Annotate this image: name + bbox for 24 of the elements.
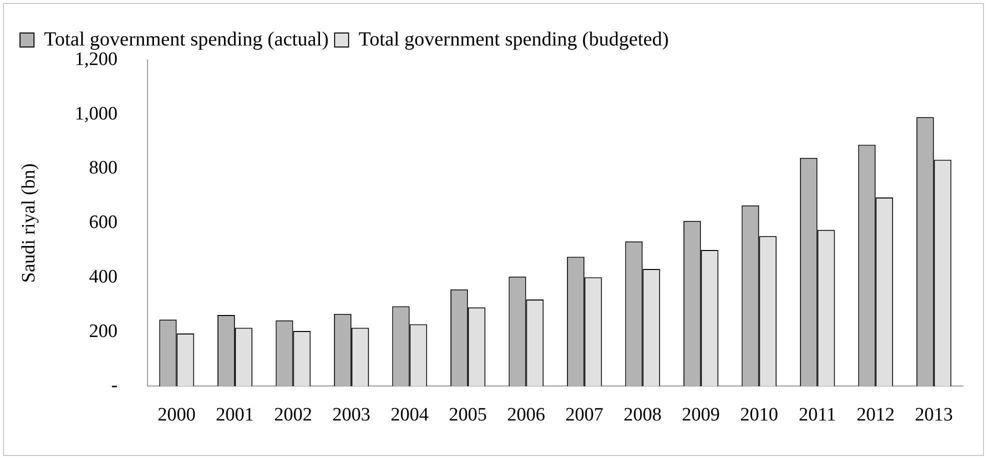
- x-tick-label: 2010: [740, 404, 778, 426]
- legend-label: Total government spending (budgeted): [358, 28, 669, 50]
- legend-label: Total government spending (actual): [44, 28, 329, 50]
- y-tick-label: 1,000: [74, 103, 118, 124]
- y-tick-label: 200: [89, 320, 118, 342]
- y-axis-title: Saudi riyal (bn): [18, 163, 40, 283]
- y-tick-label: -: [111, 375, 118, 396]
- x-tick-label: 2003: [332, 404, 370, 426]
- x-tick-label: 2005: [448, 404, 487, 426]
- x-tick-label: 2011: [798, 404, 836, 426]
- x-tick-label: 2002: [274, 404, 312, 426]
- x-tick-label: 2001: [216, 404, 254, 426]
- x-tick-label: 2012: [856, 404, 895, 426]
- x-tick-label: 2000: [158, 404, 196, 426]
- x-tick-label: 2006: [507, 404, 546, 426]
- x-tick-label: 2008: [624, 404, 662, 426]
- y-tick-label: 600: [89, 212, 118, 234]
- x-tick-label: 2009: [682, 404, 720, 426]
- x-tick-label: 2007: [565, 404, 604, 426]
- y-tick-label: 400: [89, 266, 118, 288]
- y-tick-label: 800: [89, 158, 118, 179]
- y-tick-label: 1,200: [74, 48, 118, 70]
- x-tick-label: 2013: [914, 404, 953, 426]
- x-tick-label: 2004: [390, 404, 430, 426]
